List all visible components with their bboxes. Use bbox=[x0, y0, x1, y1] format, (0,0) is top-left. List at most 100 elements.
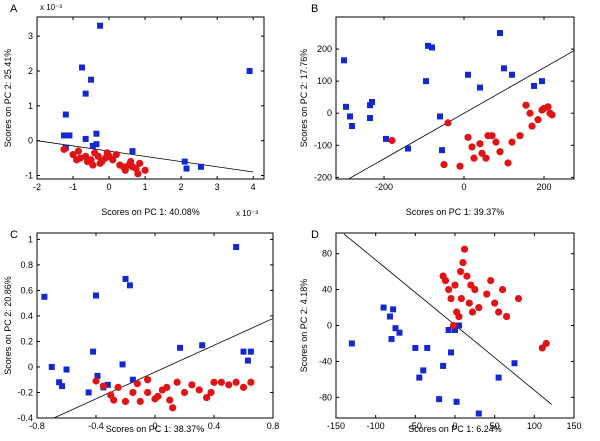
separator-line bbox=[343, 233, 553, 405]
point-circle bbox=[463, 272, 471, 280]
x-tick-label: 200 bbox=[536, 182, 551, 192]
y-tick-label: 0 bbox=[327, 321, 332, 331]
y-axis-multiplier: x 10⁻³ bbox=[40, 3, 62, 12]
point-square bbox=[94, 372, 101, 379]
point-square bbox=[501, 65, 507, 72]
x-tick-label: -150 bbox=[327, 421, 345, 431]
point-circle bbox=[96, 159, 104, 167]
point-circle bbox=[89, 161, 97, 169]
point-circle bbox=[121, 397, 130, 406]
y-tick-label: 0.6 bbox=[20, 285, 33, 295]
x-axis-label: Scores on PC 1: 6.24% bbox=[408, 424, 502, 434]
point-circle bbox=[154, 392, 162, 400]
point-square bbox=[453, 398, 460, 405]
point-square bbox=[380, 304, 387, 311]
point-square bbox=[177, 344, 184, 351]
point-square bbox=[56, 379, 63, 386]
point-square bbox=[367, 102, 373, 109]
point-square bbox=[511, 360, 518, 367]
point-circle bbox=[141, 166, 149, 174]
point-circle bbox=[504, 159, 512, 167]
point-circle bbox=[456, 162, 464, 170]
point-circle bbox=[195, 386, 203, 394]
point-square bbox=[62, 111, 69, 118]
point-square bbox=[41, 293, 48, 300]
point-square bbox=[79, 64, 86, 71]
point-square bbox=[539, 78, 545, 85]
point-square bbox=[423, 78, 429, 85]
point-circle bbox=[134, 170, 142, 178]
x-tick-label: -100 bbox=[367, 421, 385, 431]
separator-line bbox=[37, 140, 254, 173]
y-tick-label: -1 bbox=[25, 171, 33, 181]
point-circle bbox=[542, 339, 550, 348]
point-circle bbox=[495, 308, 503, 316]
x-tick-label: 0.8 bbox=[267, 421, 280, 431]
x-tick-label: 50 bbox=[490, 421, 500, 431]
x-axis-multiplier: x 10⁻³ bbox=[236, 209, 258, 218]
point-circle bbox=[445, 285, 453, 294]
point-square bbox=[85, 389, 92, 396]
x-tick-label: -1 bbox=[69, 182, 77, 192]
point-square bbox=[341, 57, 347, 64]
point-square bbox=[244, 357, 251, 364]
point-circle bbox=[92, 377, 100, 385]
point-circle bbox=[239, 383, 248, 391]
point-circle bbox=[388, 136, 396, 145]
y-tick-label: -40 bbox=[319, 356, 332, 366]
plot-frame bbox=[36, 232, 274, 419]
point-square bbox=[89, 142, 96, 149]
y-tick-label: 0 bbox=[28, 362, 33, 372]
y-tick-label: -200 bbox=[314, 172, 332, 182]
point-circle bbox=[247, 378, 255, 386]
point-square bbox=[445, 326, 452, 333]
y-axis-label: Scores on PC 2: 4.18% bbox=[299, 279, 309, 373]
point-circle bbox=[478, 149, 486, 157]
panel-label: D bbox=[311, 229, 319, 241]
point-circle bbox=[136, 159, 144, 167]
point-circle bbox=[492, 138, 500, 146]
point-square bbox=[437, 113, 443, 120]
point-circle bbox=[460, 245, 469, 253]
point-circle bbox=[496, 148, 504, 156]
point-square bbox=[448, 349, 455, 356]
point-square bbox=[369, 99, 375, 106]
point-circle bbox=[136, 397, 144, 406]
point-circle bbox=[99, 382, 107, 390]
y-tick-label: 0 bbox=[327, 108, 332, 118]
point-circle bbox=[210, 378, 218, 386]
point-circle bbox=[217, 378, 225, 386]
point-square bbox=[429, 44, 435, 51]
x-tick-label: 150 bbox=[566, 421, 581, 431]
point-circle bbox=[74, 147, 83, 155]
point-square bbox=[88, 76, 95, 83]
point-square bbox=[119, 361, 126, 368]
point-circle bbox=[441, 276, 450, 285]
panel-b: -200 0 200 -200 -100 0 100 200 B Scores on PC 1: … bbox=[299, 3, 575, 217]
y-tick-label: 200 bbox=[317, 44, 332, 54]
point-circle bbox=[548, 111, 556, 119]
x-tick-label: 0 bbox=[461, 182, 466, 192]
separator-line bbox=[52, 318, 273, 418]
y-tick-label: 100 bbox=[317, 76, 332, 86]
x-tick-label: 0 bbox=[452, 421, 457, 431]
point-square bbox=[348, 340, 355, 347]
point-circle bbox=[487, 276, 495, 285]
x-tick-label: -0.8 bbox=[29, 421, 45, 431]
y-axis-label: Scores on PC 2: 25.41% bbox=[3, 49, 13, 148]
point-square bbox=[183, 165, 190, 172]
x-tick-label: 1 bbox=[143, 182, 148, 192]
point-circle bbox=[69, 151, 77, 159]
point-square bbox=[436, 396, 443, 403]
point-square bbox=[347, 113, 353, 120]
point-circle bbox=[491, 299, 499, 307]
y-tick-label: 2 bbox=[28, 66, 33, 76]
point-circle bbox=[114, 383, 122, 391]
point-square bbox=[455, 322, 462, 329]
point-square bbox=[63, 366, 70, 373]
point-circle bbox=[94, 152, 102, 160]
point-square bbox=[97, 22, 104, 29]
point-circle bbox=[456, 268, 465, 276]
